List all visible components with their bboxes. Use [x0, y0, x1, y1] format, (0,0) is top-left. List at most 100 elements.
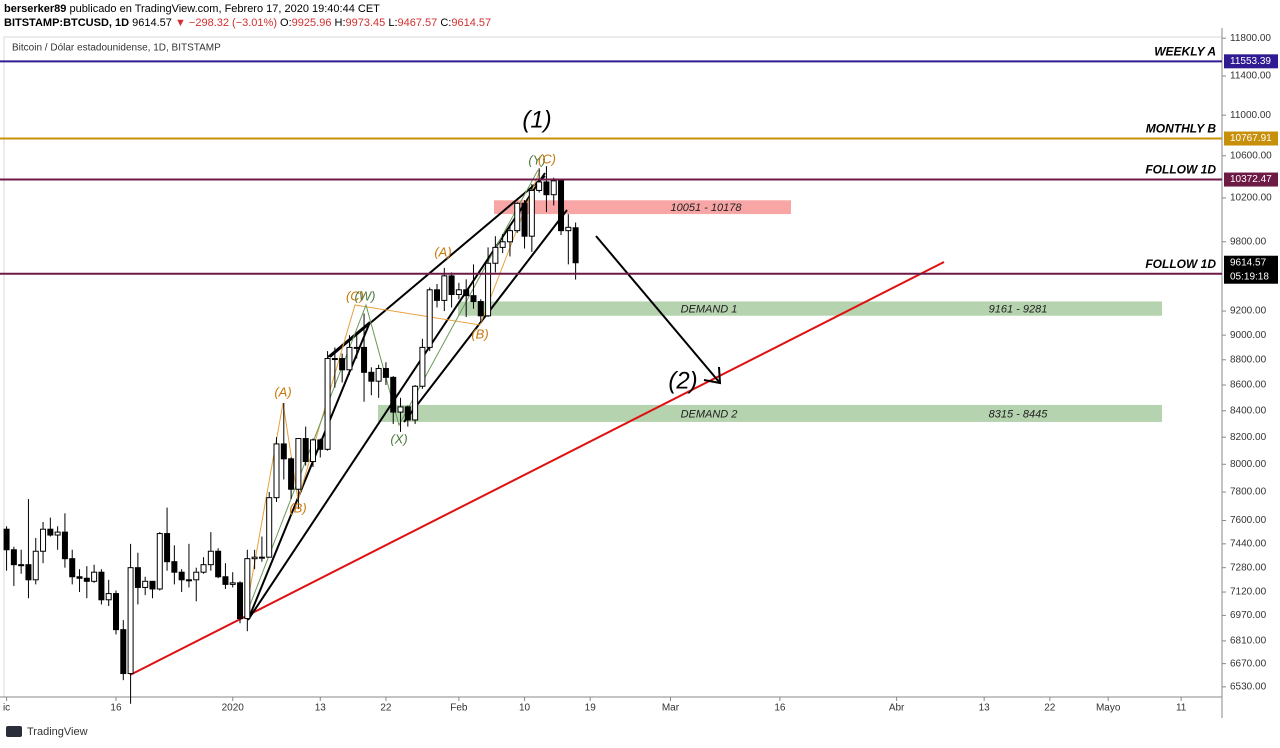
candle-body — [229, 582, 236, 585]
wave-label: (Y) — [528, 152, 545, 167]
candle-body — [506, 230, 513, 243]
ohlc-value: 9925.96 — [291, 17, 332, 29]
candle-body — [105, 593, 112, 601]
candle-body — [32, 550, 39, 581]
level-name: WEEKLY A — [1154, 45, 1216, 59]
ohlc-value: 9467.57 — [397, 17, 438, 29]
arrow-head — [703, 366, 722, 385]
y-tick-label: 8600.00 — [1230, 380, 1267, 391]
candle-body — [237, 582, 244, 620]
x-tick-label: 13 — [979, 703, 991, 714]
candle-body — [346, 346, 353, 371]
wave-label: (C) — [346, 288, 364, 303]
candle-body — [54, 531, 61, 536]
y-tick-label: 9000.00 — [1230, 330, 1267, 341]
candle-body — [419, 346, 426, 387]
y-tick-label: 7600.00 — [1230, 515, 1267, 526]
wave-label: (B) — [471, 326, 488, 341]
candle-body — [200, 564, 207, 573]
y-tick-label: 9800.00 — [1230, 236, 1267, 247]
candle-body — [193, 571, 200, 581]
wave-label: (B) — [289, 500, 306, 515]
ohlc-key: O: — [280, 17, 292, 29]
x-tick-label: Mayo — [1096, 703, 1121, 714]
annotations: (1) (2) (A) (B) (C) (W) (X) (A) (B) (Y) … — [274, 106, 697, 515]
y-tick-label: 7280.00 — [1230, 562, 1267, 573]
y-tick-label: 7120.00 — [1230, 587, 1267, 598]
candle-body — [528, 189, 535, 237]
level-name: FOLLOW 1D — [1145, 163, 1216, 177]
y-tick-label: 8200.00 — [1230, 432, 1267, 443]
candle-body — [455, 289, 462, 295]
candle-body — [361, 346, 368, 373]
last-price: 9614.57 — [1230, 257, 1267, 268]
zone-label: 10051 - 10178 — [671, 202, 743, 214]
candle-body — [368, 371, 375, 382]
candle-body — [127, 567, 134, 675]
header-line: BITSTAMP:BTCUSD, 1D 9614.57 ▼ −298.32 (−… — [4, 16, 491, 30]
candle-body — [492, 246, 499, 264]
level-price-box — [1224, 172, 1278, 187]
candle-body — [426, 289, 433, 348]
y-tick-label: 11800.00 — [1230, 33, 1271, 44]
chart-title: Bitcoin / Dólar estadounidense, 1D, BITS… — [12, 43, 221, 54]
trend-line — [129, 261, 945, 676]
candle-body — [463, 289, 470, 297]
level-price: 10767.91 — [1230, 133, 1272, 144]
candle-body — [69, 558, 76, 578]
candle-body — [441, 275, 448, 301]
candle-body — [215, 550, 222, 578]
x-tick-label: 11 — [1176, 703, 1187, 714]
candle-body — [178, 571, 185, 581]
ohlc-key: L: — [388, 17, 398, 29]
wave-label: (A) — [434, 244, 451, 259]
candle-body — [18, 564, 25, 567]
y-tick-label: 11000.00 — [1230, 110, 1271, 121]
ohlc-value: 9973.45 — [345, 17, 386, 29]
y-tick-label: 11400.00 — [1230, 71, 1271, 82]
candle-body — [404, 406, 411, 421]
candle-body — [83, 577, 90, 582]
candle-body — [572, 227, 579, 264]
wedge-line — [247, 172, 546, 621]
y-tick-label: 10200.00 — [1230, 193, 1272, 204]
candle-body — [353, 346, 360, 349]
y-tick-label: 7800.00 — [1230, 487, 1267, 498]
x-tick-label: 10 — [519, 703, 531, 714]
x-tick-label: Feb — [450, 703, 468, 714]
candle-body — [470, 295, 477, 303]
y-tick-label: 7440.00 — [1230, 538, 1267, 549]
level-price: 11553.39 — [1230, 56, 1271, 67]
candle-body — [521, 202, 528, 237]
candle-body — [91, 571, 98, 582]
candle-body — [477, 301, 484, 317]
y-tick-label: 6530.00 — [1230, 682, 1267, 693]
last-price-box — [1224, 255, 1278, 284]
candle-body — [98, 571, 105, 601]
candle-body — [47, 528, 54, 536]
wave-label: (A) — [274, 384, 291, 399]
candle-body — [550, 180, 557, 196]
zone — [458, 301, 1162, 316]
y-tick-label: 6970.00 — [1230, 610, 1267, 621]
zone-label: 8315 - 8445 — [989, 408, 1049, 420]
plot-frame — [3, 36, 1223, 698]
candle-body — [25, 564, 32, 581]
x-tick-label: 13 — [315, 703, 327, 714]
candle-body — [185, 579, 192, 582]
candle-body — [543, 181, 550, 196]
y-tick-label: 9200.00 — [1230, 306, 1267, 317]
y-tick-label: 8000.00 — [1230, 459, 1267, 470]
candle-body — [40, 528, 47, 552]
candle-body — [565, 226, 572, 232]
y-tick-label: 8800.00 — [1230, 354, 1267, 365]
candle-body — [375, 368, 382, 382]
footer: TradingView — [6, 726, 88, 738]
header-line: berserker89 publicado en TradingView.com… — [4, 2, 491, 16]
candle-body — [149, 580, 156, 590]
candle-body — [514, 202, 521, 232]
footer-text: TradingView — [27, 726, 88, 738]
candle-body — [258, 556, 265, 559]
candle-body — [390, 376, 397, 413]
